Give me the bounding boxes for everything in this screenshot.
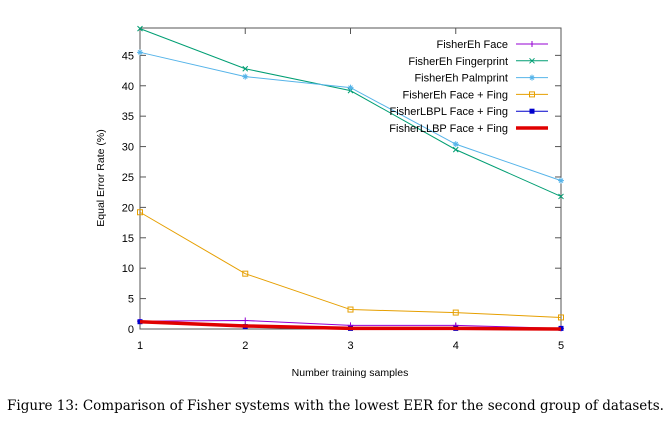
point-marker <box>529 74 535 81</box>
legend-label: FisherEh Fingerprint <box>408 56 508 68</box>
point-marker <box>137 25 143 32</box>
legend-label: FisherLBPL Face + Fing <box>389 106 508 118</box>
y-tick-label: 0 <box>128 324 134 336</box>
y-tick-label: 35 <box>122 111 134 123</box>
point-marker <box>529 91 535 98</box>
legend: FisherEh Face FisherEh Fingerprint FisherE… <box>389 39 548 135</box>
point-marker <box>558 193 564 200</box>
y-tick-label: 40 <box>122 81 134 93</box>
point-marker <box>347 84 354 91</box>
x-tick-label: 4 <box>453 340 459 352</box>
x-tick-label: 3 <box>347 340 353 352</box>
point-marker <box>452 141 459 148</box>
point-marker <box>529 57 535 64</box>
legend-label: FisherLLBP Face + Fing <box>389 123 508 135</box>
legend-label: FisherEh Face <box>436 39 508 51</box>
figure-caption: Figure 13: Comparison of Fisher systems … <box>7 398 664 414</box>
x-tick-label: 5 <box>558 340 564 352</box>
legend-label: FisherEh Palmprint <box>414 73 508 85</box>
y-tick-label: 15 <box>122 233 134 245</box>
series-group <box>137 25 564 332</box>
point-marker <box>347 306 354 313</box>
series-line <box>139 319 562 331</box>
point-marker <box>242 65 249 72</box>
y-tick-label: 25 <box>122 172 134 184</box>
point-marker <box>558 314 564 321</box>
point-marker <box>558 177 564 184</box>
point-marker <box>242 270 249 277</box>
point-marker <box>137 209 143 216</box>
x-tick-label: 2 <box>242 340 248 352</box>
point-marker <box>242 73 249 80</box>
series-line <box>139 211 562 318</box>
series-fishereh-face-fing <box>137 209 564 321</box>
point-marker <box>137 49 143 56</box>
point-marker <box>452 146 459 153</box>
y-tick-label: 45 <box>122 50 134 62</box>
series-fishereh-palmprint <box>137 49 564 184</box>
point-marker <box>529 41 535 47</box>
series-fisherllbp-face-fing <box>139 319 562 331</box>
y-tick-label: 5 <box>128 294 134 306</box>
point-marker <box>529 108 535 114</box>
y-axis-label: Equal Error Rate (%) <box>95 129 107 226</box>
x-axis-label: Number training samples <box>292 367 409 379</box>
x-tick-label: 1 <box>137 340 143 352</box>
y-tick-label: 10 <box>122 263 134 275</box>
point-marker <box>452 309 459 316</box>
y-tick-label: 30 <box>122 142 134 154</box>
point-marker <box>242 317 249 324</box>
y-tick-label: 20 <box>122 202 134 214</box>
legend-label: FisherEh Face + Fing <box>403 89 508 101</box>
